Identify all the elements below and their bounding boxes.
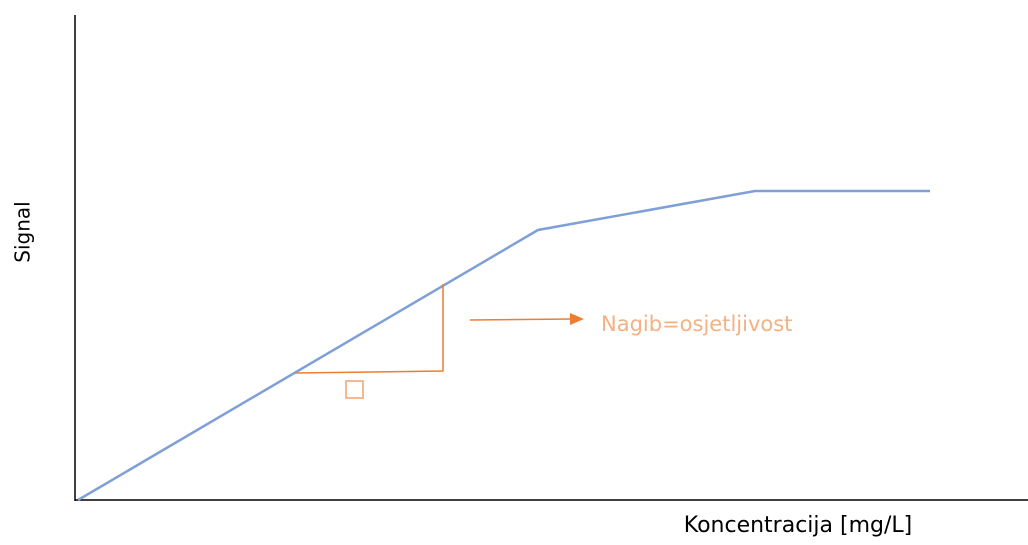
slope-triangle: [294, 284, 444, 374]
delta-symbol: [345, 380, 364, 399]
calibration-curve: [77, 189, 930, 502]
x-axis-label: Koncentracija [mg/L]: [684, 513, 913, 538]
y-axis-label: Signal: [11, 201, 35, 262]
arrow-head: [570, 313, 584, 325]
annotation-text: Nagib=osjetljivost: [601, 312, 792, 336]
arrow-shaft: [469, 318, 573, 321]
